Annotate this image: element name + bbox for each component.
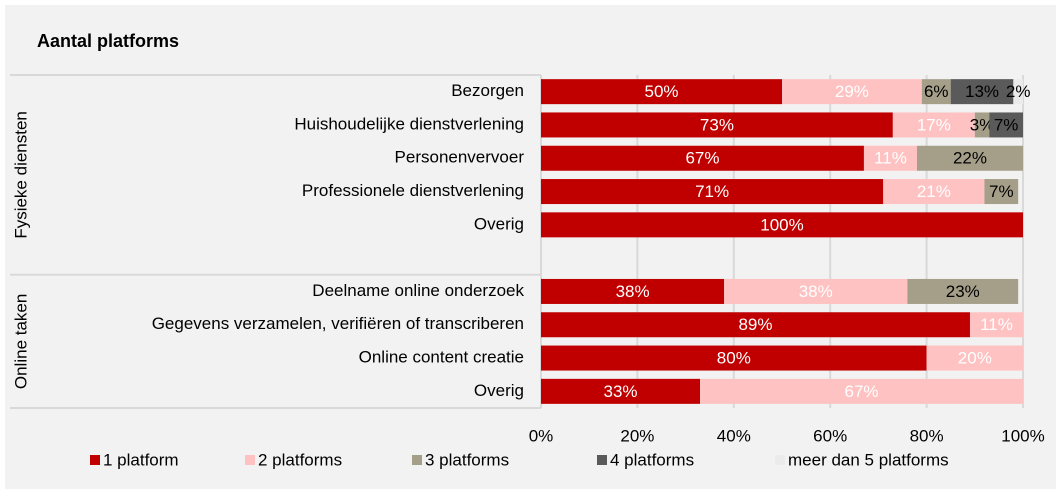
- background: [5, 5, 1056, 489]
- chart-title: Aantal platforms: [37, 31, 179, 51]
- data-label: 11%: [874, 149, 907, 168]
- x-tick-label: 40%: [717, 426, 751, 445]
- data-label: 23%: [946, 282, 980, 301]
- bar-segment: [541, 145, 864, 171]
- bar-segment: [883, 179, 985, 205]
- data-label: 13%: [965, 82, 999, 101]
- data-label: 71%: [695, 182, 729, 201]
- legend-swatch: [245, 455, 255, 465]
- bar-segment: [950, 79, 1014, 105]
- data-label: 2%: [1006, 82, 1031, 101]
- data-label: 3%: [970, 115, 995, 134]
- group-label: Online taken: [11, 294, 30, 389]
- data-label: 80%: [717, 349, 751, 368]
- x-tick-label: 80%: [910, 426, 944, 445]
- bar-segment: [1013, 79, 1023, 105]
- data-label: 7%: [994, 115, 1019, 134]
- data-label: 20%: [958, 349, 992, 368]
- legend-label: meer dan 5 platforms: [788, 450, 949, 469]
- data-label: 7%: [989, 182, 1014, 201]
- bar-segment: [541, 179, 884, 205]
- bar-segment: [863, 145, 917, 171]
- legend-label: 3 platforms: [425, 450, 509, 469]
- y-tick-label: Overig: [474, 214, 524, 233]
- x-tick-label: 0%: [529, 426, 554, 445]
- bar-segment: [724, 278, 908, 304]
- bar-segment: [541, 212, 1023, 238]
- bar-segment: [541, 312, 970, 338]
- bar-segment: [541, 79, 782, 105]
- x-tick-label: 20%: [620, 426, 654, 445]
- bar-segment: [916, 145, 1023, 171]
- legend-swatch: [412, 455, 422, 465]
- y-tick-label: Huishoudelijke dienstverlening: [294, 114, 524, 133]
- data-label: 22%: [953, 149, 987, 168]
- legend-swatch: [775, 455, 785, 465]
- legend-label: 4 platforms: [610, 450, 694, 469]
- data-label: 67%: [685, 149, 719, 168]
- bar-segment: [892, 112, 975, 138]
- legend-swatch: [597, 455, 607, 465]
- y-tick-label: Overig: [474, 381, 524, 400]
- data-label: 38%: [799, 282, 833, 301]
- data-label: 11%: [980, 315, 1013, 334]
- data-label: 73%: [700, 115, 734, 134]
- bar-segment: [921, 79, 951, 105]
- bar-segment: [907, 278, 1019, 304]
- bar-segment: [700, 378, 1023, 404]
- bar-segment: [974, 112, 990, 138]
- data-label: 100%: [760, 215, 803, 234]
- y-tick-label: Professionele dienstverlening: [302, 181, 524, 200]
- bar-segment: [541, 378, 701, 404]
- legend-label: 1 platform: [103, 450, 179, 469]
- bar-segment: [984, 179, 1019, 205]
- bar-segment: [541, 345, 927, 371]
- data-label: 29%: [835, 82, 869, 101]
- data-label: 50%: [644, 82, 678, 101]
- data-label: 21%: [917, 182, 951, 201]
- y-tick-label: Bezorgen: [451, 81, 524, 100]
- data-label: 67%: [845, 382, 879, 401]
- y-tick-label: Gegevens verzamelen, verifiëren of trans…: [152, 314, 524, 333]
- data-label: 89%: [738, 315, 772, 334]
- legend-swatch: [90, 455, 100, 465]
- data-label: 38%: [616, 282, 650, 301]
- data-label: 6%: [924, 82, 949, 101]
- group-label: Fysieke diensten: [11, 111, 30, 239]
- y-tick-label: Deelname online onderzoek: [312, 281, 524, 300]
- bar-segment: [541, 112, 893, 138]
- x-tick-label: 100%: [1001, 426, 1044, 445]
- y-tick-label: Online content creatie: [359, 348, 524, 367]
- y-tick-label: Personenvervoer: [395, 148, 525, 167]
- x-tick-label: 60%: [813, 426, 847, 445]
- bar-segment: [969, 312, 1023, 338]
- bar-segment: [782, 79, 922, 105]
- data-label: 33%: [604, 382, 638, 401]
- data-label: 17%: [917, 115, 951, 134]
- bar-segment: [989, 112, 1023, 138]
- bar-segment: [926, 345, 1023, 371]
- legend-label: 2 platforms: [258, 450, 342, 469]
- bar-segment: [541, 278, 725, 304]
